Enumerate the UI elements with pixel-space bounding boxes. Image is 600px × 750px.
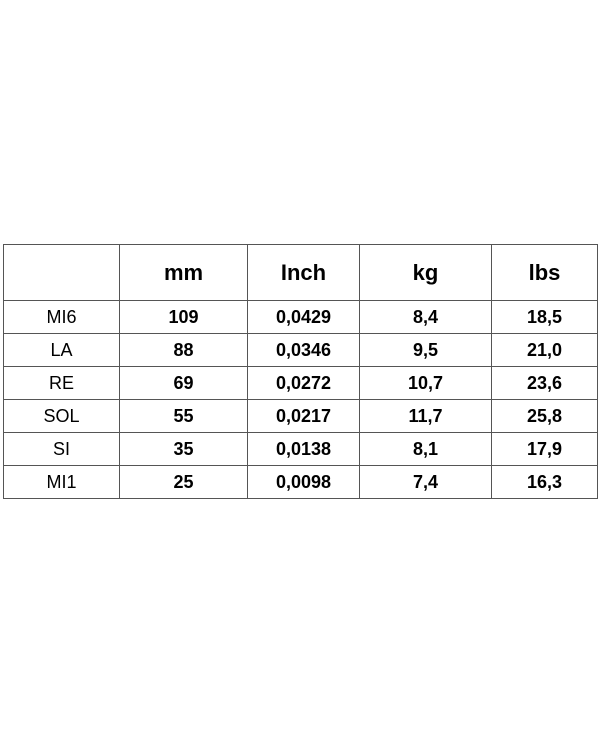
table-body: MI6 109 0,0429 8,4 18,5 LA 88 0,0346 9,5 21,0 RE 69…	[3, 300, 598, 499]
row-label: MI1	[3, 465, 120, 499]
cell-value: 17,9	[491, 432, 598, 466]
table-row: RE 69 0,0272 10,7 23,6	[3, 366, 598, 400]
table-row: MI1 25 0,0098 7,4 16,3	[3, 465, 598, 499]
cell-value: 16,3	[491, 465, 598, 499]
table-row: MI6 109 0,0429 8,4 18,5	[3, 300, 598, 334]
cell-value: 25	[119, 465, 248, 499]
cell-value: 0,0346	[247, 333, 360, 367]
table-row: SI 35 0,0138 8,1 17,9	[3, 432, 598, 466]
cell-value: 55	[119, 399, 248, 433]
row-label: SI	[3, 432, 120, 466]
cell-value: 7,4	[359, 465, 492, 499]
cell-value: 18,5	[491, 300, 598, 334]
table-row: SOL 55 0,0217 11,7 25,8	[3, 399, 598, 433]
column-header: Inch	[247, 244, 360, 301]
cell-value: 8,1	[359, 432, 492, 466]
cell-value: 21,0	[491, 333, 598, 367]
cell-value: 8,4	[359, 300, 492, 334]
row-label: LA	[3, 333, 120, 367]
cell-value: 0,0217	[247, 399, 360, 433]
cell-value: 11,7	[359, 399, 492, 433]
cell-value: 88	[119, 333, 248, 367]
cell-value: 0,0138	[247, 432, 360, 466]
row-label: RE	[3, 366, 120, 400]
weight-table: mm Inch kg lbs MI6 109 0,0429 8,4 18,5 LA 88 0,034…	[3, 244, 598, 499]
cell-value: 10,7	[359, 366, 492, 400]
column-header: kg	[359, 244, 492, 301]
column-header: lbs	[491, 244, 598, 301]
cell-value: 23,6	[491, 366, 598, 400]
cell-value: 25,8	[491, 399, 598, 433]
cell-value: 35	[119, 432, 248, 466]
cell-value: 0,0098	[247, 465, 360, 499]
row-label: SOL	[3, 399, 120, 433]
cell-value: 109	[119, 300, 248, 334]
header-row: mm Inch kg lbs	[3, 244, 598, 301]
cell-value: 69	[119, 366, 248, 400]
table-row: LA 88 0,0346 9,5 21,0	[3, 333, 598, 367]
cell-value: 9,5	[359, 333, 492, 367]
row-label: MI6	[3, 300, 120, 334]
cell-value: 0,0272	[247, 366, 360, 400]
cell-value: 0,0429	[247, 300, 360, 334]
empty-header-cell	[3, 244, 120, 301]
column-header: mm	[119, 244, 248, 301]
